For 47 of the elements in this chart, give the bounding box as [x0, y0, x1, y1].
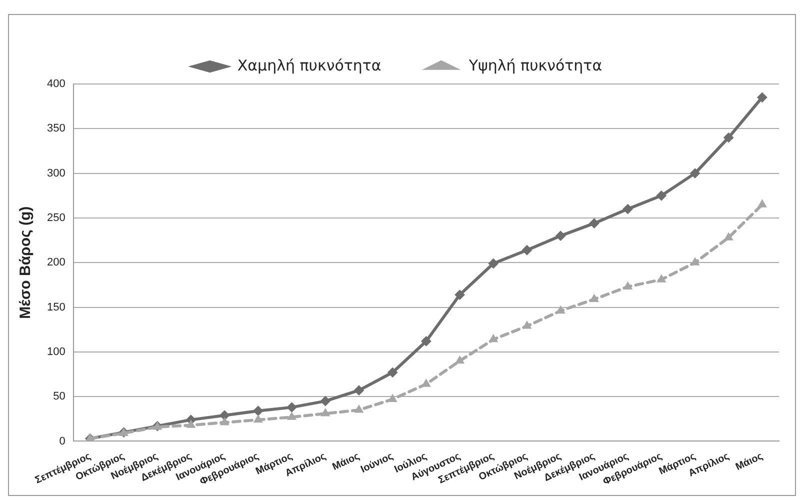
point: [622, 204, 633, 214]
point: [320, 408, 330, 416]
y-tick-label: 250: [46, 212, 66, 224]
y-tick-label: 50: [53, 390, 66, 403]
x-tick-label: Μάιος: [330, 450, 362, 473]
point: [623, 282, 632, 290]
point: [656, 274, 666, 282]
point: [286, 402, 297, 412]
point: [589, 218, 600, 228]
y-tick-label: 0: [59, 435, 66, 448]
point: [488, 334, 498, 342]
point: [254, 414, 263, 423]
x-tick-label: Μάιος: [734, 450, 765, 473]
point: [287, 412, 296, 420]
legend-label: Υψηλή πυκνότητα: [468, 56, 602, 74]
y-tick-label: 350: [46, 122, 66, 135]
point: [186, 420, 196, 428]
point: [354, 385, 364, 396]
point: [690, 258, 700, 266]
point: [758, 200, 767, 208]
point: [388, 394, 397, 402]
point: [590, 294, 599, 302]
point: [253, 406, 264, 416]
point: [454, 290, 465, 300]
y-axis-title: Μέσο Βάρος (g): [17, 206, 34, 319]
point: [421, 336, 432, 346]
legend-label: Χαμηλή πυκνότητα: [237, 56, 382, 74]
y-tick-label: 400: [46, 78, 66, 90]
point: [757, 92, 768, 102]
y-tick-label: 200: [46, 256, 66, 269]
point: [388, 367, 398, 378]
point: [556, 230, 566, 241]
point: [690, 168, 700, 178]
point: [522, 245, 532, 256]
y-tick-label: 100: [46, 346, 66, 358]
point: [220, 410, 230, 420]
point: [220, 417, 229, 426]
point: [522, 321, 532, 329]
point: [656, 190, 666, 201]
y-tick-label: 150: [46, 301, 66, 314]
point: [724, 132, 734, 143]
point: [724, 232, 733, 240]
point: [354, 404, 364, 413]
point: [488, 258, 498, 269]
point: [455, 356, 464, 364]
y-tick-label: 300: [46, 167, 66, 180]
point: [320, 396, 330, 406]
